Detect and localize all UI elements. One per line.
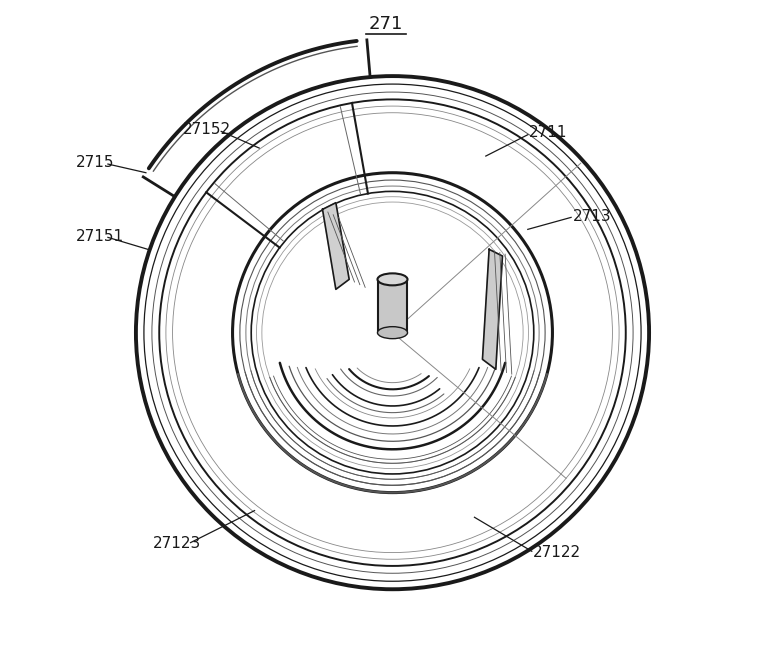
Text: 27123: 27123 bbox=[152, 536, 201, 552]
Polygon shape bbox=[483, 249, 503, 370]
Polygon shape bbox=[323, 203, 349, 290]
Bar bbox=[377, 280, 408, 333]
Text: 27151: 27151 bbox=[76, 228, 124, 243]
Text: 2713: 2713 bbox=[572, 208, 611, 224]
Ellipse shape bbox=[377, 327, 408, 339]
Text: 271: 271 bbox=[369, 15, 403, 33]
Text: 27122: 27122 bbox=[532, 545, 581, 560]
Text: 2715: 2715 bbox=[76, 155, 115, 170]
Text: 2711: 2711 bbox=[529, 125, 568, 140]
Ellipse shape bbox=[377, 274, 408, 286]
Text: 27152: 27152 bbox=[183, 122, 231, 137]
